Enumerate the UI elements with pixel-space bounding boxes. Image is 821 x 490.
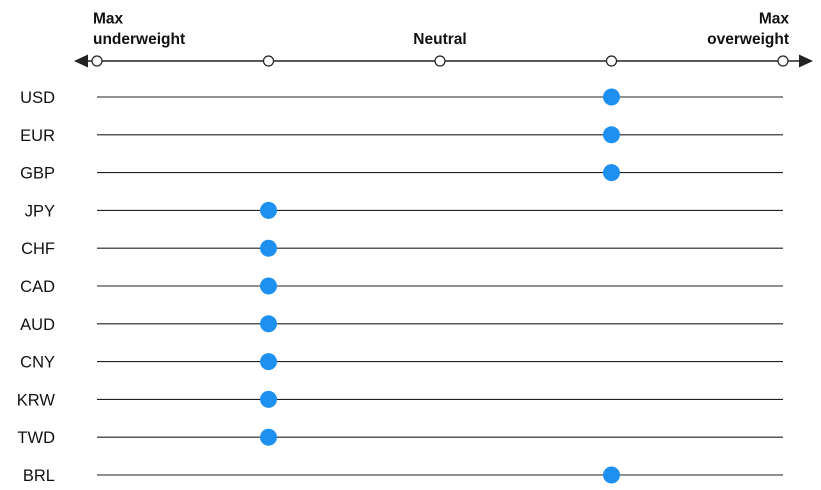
position-marker [603,164,620,182]
position-marker [603,126,620,144]
arrow-left-icon [74,54,88,68]
position-marker [603,466,620,484]
currency-row: GBP [20,164,783,183]
scale-label: Max [759,11,790,28]
position-marker [260,239,277,257]
position-marker [260,277,277,295]
currency-label: CHF [21,240,55,258]
currency-label: AUD [20,316,55,334]
currency-row: BRL [23,466,783,485]
currency-row: EUR [20,126,783,145]
scale-tick [434,55,446,67]
position-marker [260,428,277,446]
currency-row: AUD [20,315,783,334]
scale-tick [777,55,789,67]
scale-labels: Max underweight Neutral Max overweight [93,11,789,49]
currency-row: USD [20,88,783,107]
currency-row: KRW [17,390,783,409]
scale-label: Neutral [413,31,466,48]
currency-label: CAD [20,278,55,296]
currency-label: TWD [17,429,55,447]
arrow-right-icon [799,54,813,68]
position-marker [260,353,277,371]
scale-tick [605,55,618,67]
scale-tick [262,55,275,67]
position-marker [260,315,277,333]
currency-label: BRL [23,467,55,485]
currency-label: KRW [17,391,56,409]
position-marker [260,201,277,219]
position-marker [260,390,277,408]
currency-label: USD [20,89,55,107]
currency-row: CHF [21,239,783,258]
scale-label: underweight [93,31,185,48]
currency-row: JPY [25,201,783,220]
currency-row: TWD [17,428,783,447]
currency-label: GBP [20,165,55,183]
currency-row: CAD [20,277,783,296]
scale-label: Max [93,11,124,28]
scale-label: overweight [707,31,789,48]
scale-axis [74,54,813,68]
scale-tick [91,55,103,67]
currency-rows: USD EUR GBP JPY CHF CAD AUD CNY KRW TWD BRL [17,88,783,485]
currency-label: CNY [20,354,55,372]
currency-label: EUR [20,127,55,145]
currency-label: JPY [25,202,55,220]
position-marker [603,88,620,106]
currency-row: CNY [20,353,783,372]
